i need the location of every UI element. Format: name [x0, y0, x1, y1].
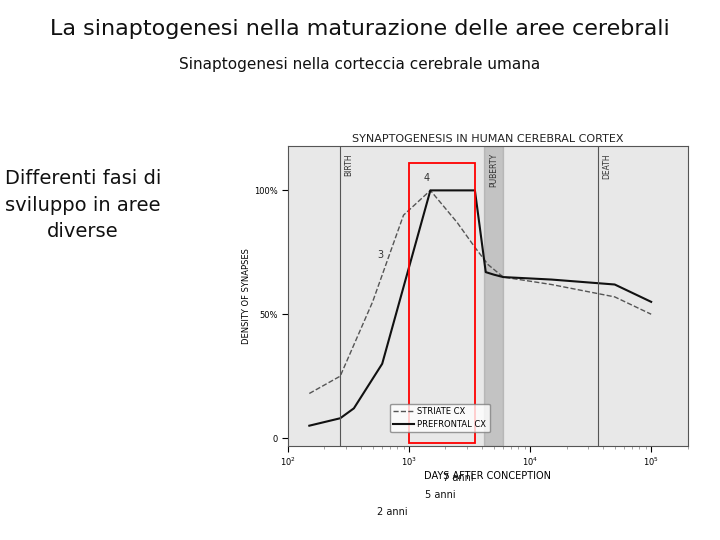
Text: 7 anni: 7 anni	[443, 472, 474, 483]
Title: SYNAPTOGENESIS IN HUMAN CEREBRAL CORTEX: SYNAPTOGENESIS IN HUMAN CEREBRAL CORTEX	[352, 133, 624, 144]
PREFRONTAL CX	[647, 299, 655, 305]
Line: STRIATE CX: STRIATE CX	[310, 191, 651, 394]
PREFRONTAL CX	[482, 269, 490, 275]
STRIATE CX	[471, 244, 480, 251]
STRIATE CX	[499, 274, 508, 280]
STRIATE CX	[547, 281, 556, 288]
STRIATE CX	[369, 299, 377, 305]
STRIATE CX	[484, 261, 492, 268]
PREFRONTAL CX	[471, 187, 480, 194]
PREFRONTAL CX	[349, 405, 358, 411]
Text: 2 anni: 2 anni	[377, 508, 408, 517]
PREFRONTAL CX	[305, 422, 314, 429]
PREFRONTAL CX	[611, 281, 619, 288]
STRIATE CX	[399, 212, 408, 218]
Text: 3: 3	[377, 249, 384, 260]
Bar	[485, 146, 503, 446]
Legend: STRIATE CX, PREFRONTAL CX: STRIATE CX, PREFRONTAL CX	[390, 403, 490, 433]
Text: BIRTH: BIRTH	[344, 153, 354, 176]
X-axis label: DAYS AFTER CONCEPTION: DAYS AFTER CONCEPTION	[424, 471, 552, 481]
Bar	[409, 163, 475, 443]
Text: PUBERTY: PUBERTY	[490, 153, 498, 187]
Text: 5 anni: 5 anni	[426, 490, 456, 500]
PREFRONTAL CX	[336, 415, 345, 422]
STRIATE CX	[426, 187, 435, 194]
Text: DEATH: DEATH	[602, 153, 611, 179]
Y-axis label: DENSITY OF SYNAPSES: DENSITY OF SYNAPSES	[242, 248, 251, 343]
PREFRONTAL CX	[547, 276, 556, 283]
PREFRONTAL CX	[426, 187, 435, 194]
PREFRONTAL CX	[378, 361, 387, 367]
Text: 4: 4	[423, 173, 430, 183]
PREFRONTAL CX	[499, 274, 508, 280]
STRIATE CX	[611, 294, 619, 300]
STRIATE CX	[453, 219, 462, 226]
STRIATE CX	[647, 311, 655, 318]
Text: Differenti fasi di
sviluppo in aree
diverse: Differenti fasi di sviluppo in aree dive…	[4, 169, 161, 241]
Text: La sinaptogenesi nella maturazione delle aree cerebrali: La sinaptogenesi nella maturazione delle…	[50, 19, 670, 39]
STRIATE CX	[336, 373, 345, 380]
STRIATE CX	[305, 390, 314, 397]
Line: PREFRONTAL CX: PREFRONTAL CX	[310, 191, 651, 426]
PREFRONTAL CX	[490, 272, 498, 278]
Text: Sinaptogenesi nella corteccia cerebrale umana: Sinaptogenesi nella corteccia cerebrale …	[179, 57, 541, 72]
